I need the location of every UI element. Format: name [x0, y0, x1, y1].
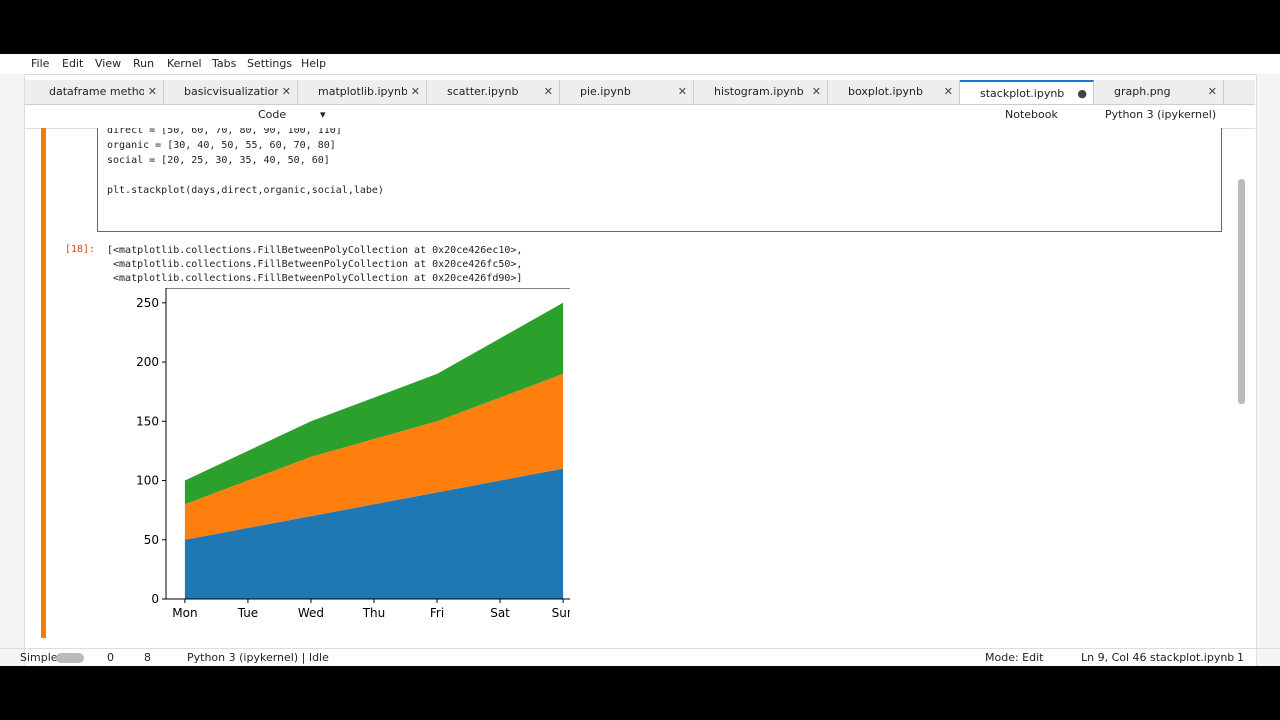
line: organic = [30, 40, 50, 55, 60, 70, 80] [107, 140, 336, 151]
cell-marker [41, 128, 46, 638]
scrollbar[interactable] [1238, 179, 1245, 404]
menu-item[interactable]: View [95, 57, 122, 70]
tab[interactable]: boxplot.ipynb ✕ [828, 80, 960, 104]
x-tick-label: Wed [298, 606, 324, 620]
x-tick-label: Sat [490, 606, 510, 620]
tab-close[interactable]: ✕ [943, 85, 953, 98]
notebook-panel: direct = [50, 60, 70, 80, 90, 100, 110] … [25, 128, 1255, 644]
output-text: [<matplotlib.collections.FillBetweenPoly… [107, 244, 522, 286]
tab-label: matplotlib.ipynb [318, 85, 407, 98]
tab-close[interactable]: ✕ [410, 85, 420, 98]
notification-count: 1 [1237, 651, 1244, 664]
switch[interactable] [56, 653, 84, 663]
tab[interactable]: dataframe method ✕ [29, 80, 164, 104]
tab[interactable]: graph.png ✕ [1094, 80, 1224, 104]
tab[interactable]: basicvisualization.ipynb✕ [164, 80, 298, 104]
jupyterlab: File Edit View Run Kernel Tabs Settings Help da… [0, 54, 1280, 666]
tab[interactable]: pie.ipynb ✕ [560, 80, 694, 104]
tab-label: graph.png [1114, 85, 1171, 98]
cursor-position: Ln 9, Col 46 [1081, 651, 1147, 664]
tab-close[interactable]: ✕ [281, 85, 291, 98]
line: direct = [50, 60, 70, 80, 90, 100, 110] [107, 128, 342, 136]
tab-close[interactable]: ✕ [147, 85, 157, 98]
kernels: 8 [144, 651, 151, 664]
y-tick-label: 250 [136, 296, 159, 310]
menu-item[interactable]: File [31, 57, 50, 70]
x-tick-label: Thu [362, 606, 386, 620]
status-bar: Simple 0 8 Python 3 (ipykernel) | Idle M… [0, 648, 1280, 666]
menu-item[interactable]: Run [133, 57, 155, 70]
chart: 0 50 100 150 200 250 Mon Tue Wed Thu Fri Sat Sun [136, 288, 570, 620]
tab-close[interactable]: ✕ [677, 85, 687, 98]
line: social = [20, 25, 30, 35, 40, 50, 60] [107, 155, 330, 166]
x-tick-label: Fri [430, 606, 444, 620]
notebook-button[interactable]: Notebook [1005, 108, 1058, 121]
menu-item[interactable]: Help [301, 57, 327, 70]
line: plt.stackplot(days,direct,organic,social… [107, 185, 384, 196]
tab-close[interactable]: ✕ [543, 85, 553, 98]
tab-label: dataframe method [49, 85, 144, 98]
y-tick-label: 100 [136, 474, 159, 488]
stack-area [184, 468, 564, 599]
tab-label: pie.ipynb [580, 85, 631, 98]
tab[interactable]: histogram.ipynb ✕ [694, 80, 828, 104]
kernel-name[interactable]: Python 3 (ipykernel) [1105, 108, 1217, 121]
menu-item[interactable]: Edit [62, 57, 84, 70]
left-sidebar [0, 74, 25, 666]
tab-label: boxplot.ipynb [848, 85, 923, 98]
stack-area [184, 302, 564, 505]
tab-close[interactable]: ● [1077, 87, 1087, 100]
x-tick-label: Sun [552, 606, 570, 620]
simple-toggle[interactable]: Simple [20, 651, 58, 664]
tab-close[interactable]: ✕ [811, 85, 821, 98]
tab-label: stackplot.ipynb [980, 87, 1065, 100]
x-tick-label: Mon [172, 606, 197, 620]
stack-area [184, 373, 564, 540]
menu-bar: File Edit View Run Kernel Tabs Settings Help [0, 54, 1280, 75]
y-tick-label: 50 [144, 533, 159, 547]
code-cell[interactable]: direct = [50, 60, 70, 80, 90, 100, 110] … [97, 128, 1222, 232]
tab-label: histogram.ipynb [714, 85, 804, 98]
output-line: <matplotlib.collections.FillBetweenPolyC… [107, 259, 523, 270]
output-prompt: [18]: [65, 244, 96, 255]
kernel-status: Python 3 (ipykernel) | Idle [187, 651, 329, 664]
tab-label: scatter.ipynb [447, 85, 519, 98]
cell-type: Code [258, 108, 287, 121]
tab[interactable]: matplotlib.ipynb ✕ [298, 80, 427, 104]
tab[interactable]: scatter.ipynb ✕ [427, 80, 560, 104]
tab-bar: dataframe method✕basicvisualization.ipyn… [25, 80, 1255, 105]
y-tick-label: 0 [151, 592, 159, 606]
output-line: [<matplotlib.collections.FillBetweenPoly… [107, 245, 523, 256]
right-sidebar [1256, 74, 1280, 666]
tab-label: basicvisualization.ipynb [184, 85, 278, 98]
file-name: stackplot.ipynb [1150, 651, 1235, 664]
menu-item[interactable]: Kernel [167, 57, 202, 70]
cell-type-select[interactable]: Code ▾ [258, 108, 326, 121]
y-tick-label: 150 [136, 414, 159, 428]
x-tick-label: Tue [237, 606, 259, 620]
y-tick-label: 200 [136, 355, 159, 369]
terminals: 0 [107, 651, 114, 664]
menu-item[interactable]: Tabs [212, 57, 237, 70]
menu-item[interactable]: Settings [247, 57, 293, 70]
edit-mode: Mode: Edit [985, 651, 1044, 664]
tab[interactable]: stackplot.ipynb ● [960, 80, 1094, 104]
tab-close[interactable]: ✕ [1207, 85, 1217, 98]
output-line: <matplotlib.collections.FillBetweenPolyC… [107, 273, 523, 284]
notebook-toolbar: Code ▾ Notebook Python 3 (ipykernel) [25, 104, 1255, 129]
